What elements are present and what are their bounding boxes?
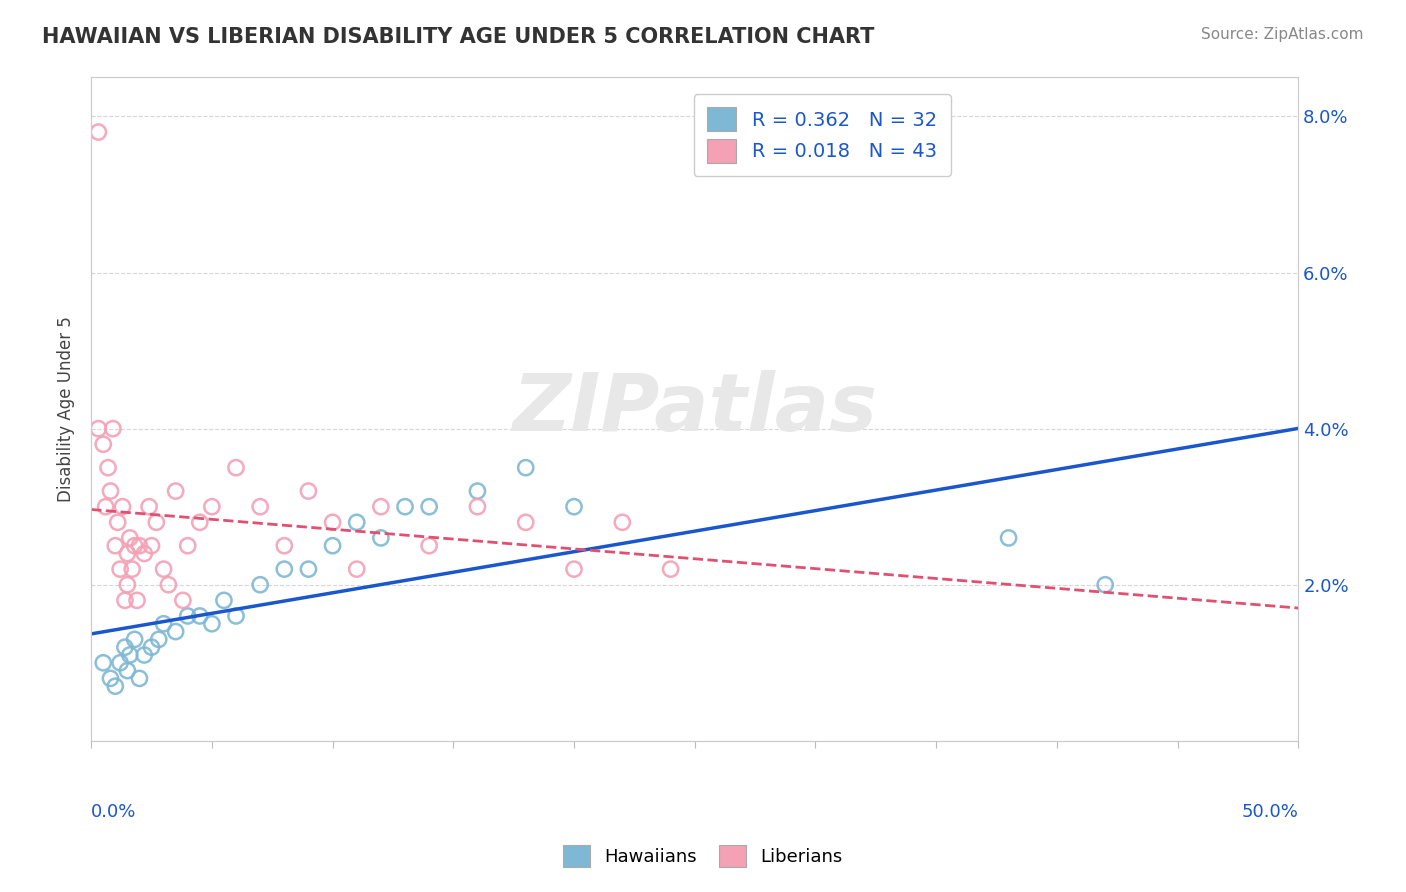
Point [97,460,120,475]
Point [188,609,211,624]
Point [117,664,139,678]
Point [418,539,440,553]
Point [91,656,114,670]
Point [346,516,368,530]
Y-axis label: Disability Age Under 5: Disability Age Under 5 [58,316,75,502]
Point [108,562,131,576]
Text: HAWAIIAN VS LIBERIAN DISABILITY AGE UNDER 5 CORRELATION CHART: HAWAIIAN VS LIBERIAN DISABILITY AGE UNDE… [42,27,875,46]
Point [145,516,167,530]
Text: 50.0%: 50.0% [1241,804,1298,822]
Point [370,500,392,514]
Point [152,562,174,576]
Point [201,616,224,631]
Point [201,500,224,514]
Point [104,539,127,553]
Point [997,531,1019,545]
Point [117,578,139,592]
Point [322,516,344,530]
Point [562,562,585,576]
Point [121,562,143,576]
Point [134,648,156,662]
Point [148,632,170,647]
Point [100,672,122,686]
Point [515,460,537,475]
Point [128,539,150,553]
Point [225,609,247,624]
Legend: R = 0.362   N = 32, R = 0.018   N = 43: R = 0.362 N = 32, R = 0.018 N = 43 [693,94,950,177]
Point [273,562,295,576]
Point [467,484,489,499]
Point [125,593,148,607]
Point [101,422,124,436]
Point [114,640,136,655]
Point [394,500,416,514]
Point [612,516,634,530]
Point [114,593,136,607]
Point [100,484,122,499]
Point [562,500,585,514]
Point [118,648,141,662]
Point [225,460,247,475]
Point [346,562,368,576]
Point [87,422,110,436]
Point [249,500,271,514]
Point [297,484,319,499]
Point [104,679,127,693]
Text: ZIPatlas: ZIPatlas [512,370,877,448]
Point [87,125,110,139]
Point [157,578,180,592]
Point [515,516,537,530]
Point [128,672,150,686]
Point [172,593,194,607]
Point [212,593,235,607]
Point [165,484,187,499]
Point [107,516,129,530]
Point [94,500,117,514]
Point [177,539,200,553]
Point [1094,578,1116,592]
Point [138,500,160,514]
Text: 0.0%: 0.0% [91,804,136,822]
Point [273,539,295,553]
Point [134,547,156,561]
Point [370,531,392,545]
Point [177,609,200,624]
Point [124,632,146,647]
Point [322,539,344,553]
Legend: Hawaiians, Liberians: Hawaiians, Liberians [555,838,851,874]
Point [152,616,174,631]
Point [118,531,141,545]
Point [249,578,271,592]
Point [91,437,114,451]
Point [141,640,163,655]
Point [188,516,211,530]
Point [297,562,319,576]
Text: Source: ZipAtlas.com: Source: ZipAtlas.com [1201,27,1364,42]
Point [165,624,187,639]
Point [124,539,146,553]
Point [117,547,139,561]
Point [467,500,489,514]
Point [108,656,131,670]
Point [141,539,163,553]
Point [111,500,134,514]
Point [418,500,440,514]
Point [659,562,682,576]
